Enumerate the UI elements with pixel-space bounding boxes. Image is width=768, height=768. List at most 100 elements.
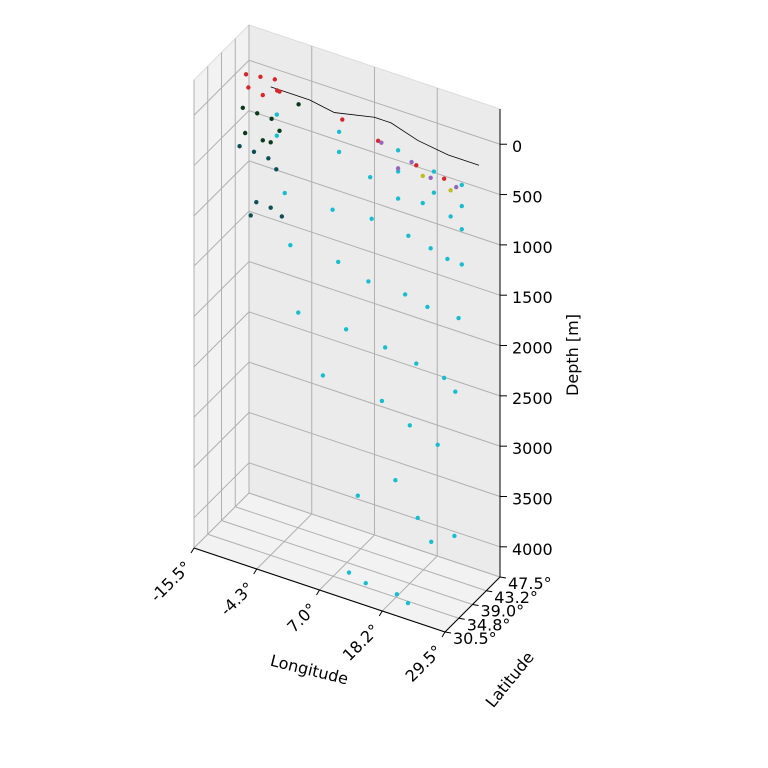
coastline-path [270, 86, 480, 166]
data-point-0-31 [414, 361, 419, 366]
data-point-0-36 [407, 423, 413, 428]
data-point-1-4 [246, 85, 251, 90]
data-point-0-0 [274, 112, 280, 117]
z-tick-label: 500 [512, 188, 543, 207]
x-tick-label: 7.0° [283, 599, 320, 636]
data-point-3-0 [237, 144, 242, 149]
data-point-2-4 [242, 130, 248, 136]
x-axis-label: Longitude [268, 651, 350, 689]
data-point-5-0 [420, 173, 425, 179]
data-point-0-22 [288, 243, 293, 248]
data-point-2-3 [277, 128, 282, 134]
x-tick-mark [316, 589, 320, 596]
data-point-0-1 [336, 129, 342, 135]
data-point-0-9 [459, 203, 464, 209]
z-tick-label: 1000 [512, 238, 553, 257]
data-point-5-1 [448, 188, 453, 193]
data-point-0-19 [428, 246, 433, 251]
x-tick-mark [253, 568, 258, 575]
data-point-1-0 [243, 72, 249, 77]
data-points [237, 72, 464, 606]
data-point-0-34 [320, 373, 326, 378]
z-tick-label: 3500 [512, 489, 553, 508]
data-point-1-10 [441, 176, 447, 181]
grid-line-y-floor [235, 506, 487, 592]
data-point-0-10 [368, 174, 373, 180]
data-point-0-2 [395, 148, 401, 153]
data-point-0-32 [441, 375, 447, 381]
y-tick-mark [458, 617, 465, 620]
y-tick-label: 43.2° [494, 588, 538, 607]
data-point-0-3 [431, 169, 437, 174]
data-point-0-38 [355, 493, 361, 498]
data-point-4-3 [454, 184, 459, 190]
grid-line-y-floor [207, 533, 459, 619]
data-point-0-33 [453, 389, 458, 394]
data-point-4-2 [428, 175, 433, 181]
data-point-1-2 [272, 77, 278, 82]
data-point-2-7 [296, 102, 301, 107]
y-axis-label: Latitude [482, 648, 538, 711]
y-tick-label: 34.8° [467, 615, 511, 634]
grid-line-z [193, 361, 501, 447]
x-tick-mark [378, 610, 383, 617]
data-point-3-2 [266, 156, 271, 161]
data-point-0-23 [335, 259, 341, 265]
grid-line-y-floor [221, 520, 473, 605]
data-point-2-5 [268, 140, 273, 145]
x-tick-mark [441, 631, 446, 638]
data-point-0-21 [459, 262, 464, 267]
y-tick-label: 47.5° [508, 574, 552, 593]
data-point-0-45 [394, 592, 400, 597]
y-tick-label: 30.5° [453, 629, 497, 648]
data-point-0-14 [459, 227, 464, 232]
data-point-0-46 [405, 600, 411, 606]
y-tick-mark [472, 604, 479, 606]
data-point-0-16 [330, 207, 335, 212]
data-point-1-8 [375, 138, 381, 144]
x-tick-label: -15.5° [146, 557, 194, 605]
grid-line-y-floor [248, 492, 501, 578]
x-tick-label: 29.5° [402, 641, 446, 685]
grid-line-z [193, 260, 501, 346]
data-point-0-18 [406, 233, 411, 239]
data-point-0-11 [420, 200, 425, 206]
grid-line-z [193, 311, 501, 397]
data-point-3-1 [251, 149, 257, 154]
z-tick-label: 3000 [512, 439, 553, 458]
z-tick-label: 2000 [512, 339, 553, 358]
data-point-0-17 [369, 216, 374, 221]
grid-line-z [193, 59, 501, 145]
coastline [270, 86, 480, 166]
data-point-1-7 [340, 117, 345, 122]
data-point-1-9 [414, 163, 419, 168]
data-point-0-15 [282, 190, 287, 196]
data-point-0-13 [395, 196, 401, 201]
x-tick-mark [190, 547, 195, 554]
y-tick-mark [486, 590, 493, 593]
data-point-0-8 [431, 190, 437, 195]
data-point-4-4 [395, 166, 401, 171]
x-tick-label: -4.3° [216, 578, 257, 619]
data-point-0-25 [402, 292, 408, 297]
data-point-4-0 [379, 140, 384, 145]
z-tick-label: 1500 [512, 288, 553, 307]
data-point-0-39 [393, 478, 398, 483]
data-point-3-4 [254, 199, 259, 205]
data-point-0-35 [379, 398, 385, 404]
y-tick-mark [444, 631, 452, 634]
data-point-0-42 [429, 539, 434, 545]
data-point-0-28 [296, 310, 301, 315]
y-tick-label: 39.0° [481, 602, 525, 621]
data-point-2-2 [269, 116, 274, 122]
data-point-0-44 [363, 580, 368, 586]
data-point-1-1 [258, 74, 263, 80]
z-tick-label: 2500 [512, 389, 553, 408]
data-point-0-24 [366, 279, 371, 284]
grid-line-z [193, 160, 501, 246]
z-tick-label: 4000 [512, 540, 553, 559]
data-point-3-3 [274, 167, 279, 172]
data-point-0-26 [425, 304, 430, 310]
data-point-1-6 [260, 92, 265, 98]
